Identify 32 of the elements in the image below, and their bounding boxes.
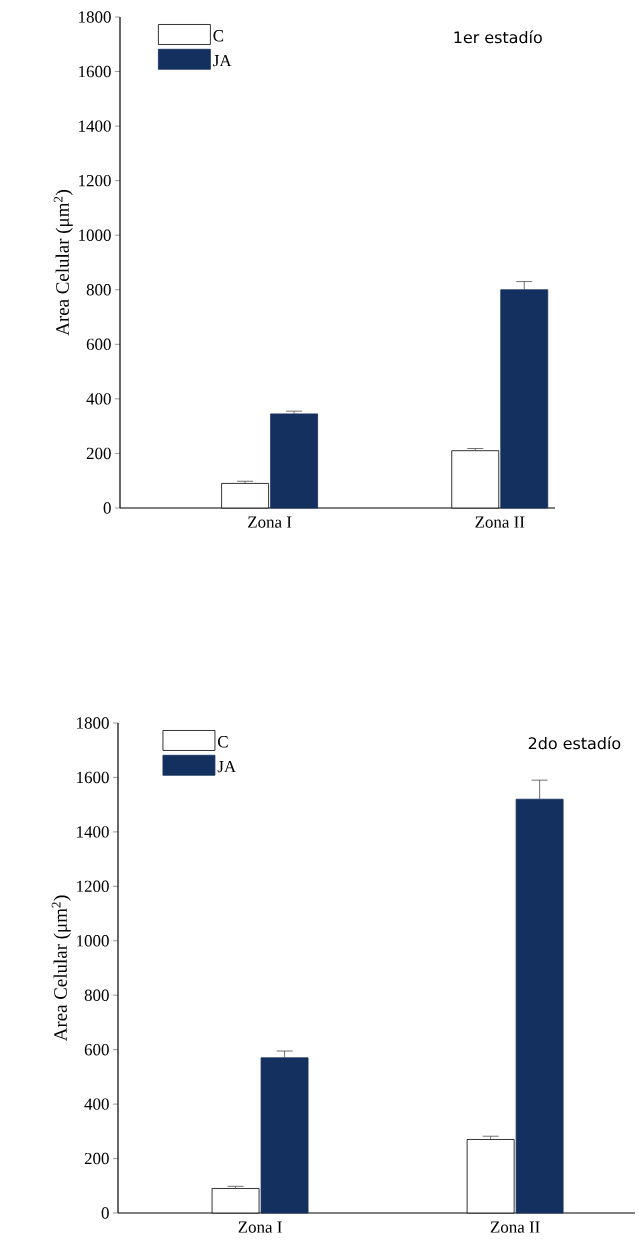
- legend-label: C: [218, 736, 228, 748]
- text: 1er estadío: [454, 30, 542, 44]
- y-axis-title: Area Celular (μm$^{2}$): [51, 895, 71, 1042]
- y-tick-label: 1000: [77, 935, 109, 947]
- y-tick-label: 1200: [79, 174, 111, 187]
- y-tick-label: 1800: [77, 717, 109, 729]
- y-tick-label: 0: [101, 1207, 109, 1219]
- y-tick-label: 1400: [79, 120, 111, 132]
- x-tick-label: Zona I: [238, 1221, 282, 1233]
- legend-label: JA: [217, 760, 237, 773]
- text: 2do estadío: [528, 736, 621, 750]
- x-tick-label: Zona I: [248, 516, 292, 528]
- y-tick-label: 400: [84, 1098, 109, 1110]
- y-tick-label: 1600: [77, 771, 109, 784]
- x-tick-label: Zona II: [490, 1221, 540, 1233]
- legend-label: C: [213, 30, 224, 42]
- y-tick-label: 600: [86, 338, 111, 351]
- y-tick-label: 800: [86, 284, 111, 296]
- y-tick-label: 1400: [77, 826, 109, 838]
- y-tick-label: 200: [84, 1152, 109, 1165]
- y-tick-label: 200: [86, 447, 111, 460]
- y-tick-label: 1000: [79, 229, 111, 241]
- y-tick-label: 1800: [79, 11, 111, 23]
- x-tick-label: Zona II: [475, 516, 525, 528]
- y-tick-label: 400: [86, 393, 111, 405]
- y-tick-label: 1600: [79, 65, 111, 78]
- legend-label: JA: [213, 54, 232, 67]
- y-tick-label: 1200: [77, 880, 109, 893]
- y-tick-label: 0: [103, 502, 111, 514]
- y-tick-label: 600: [84, 1043, 109, 1056]
- y-tick-label: 800: [84, 989, 109, 1001]
- y-axis-title: Area Celular (μm$^{2}$): [53, 190, 73, 336]
